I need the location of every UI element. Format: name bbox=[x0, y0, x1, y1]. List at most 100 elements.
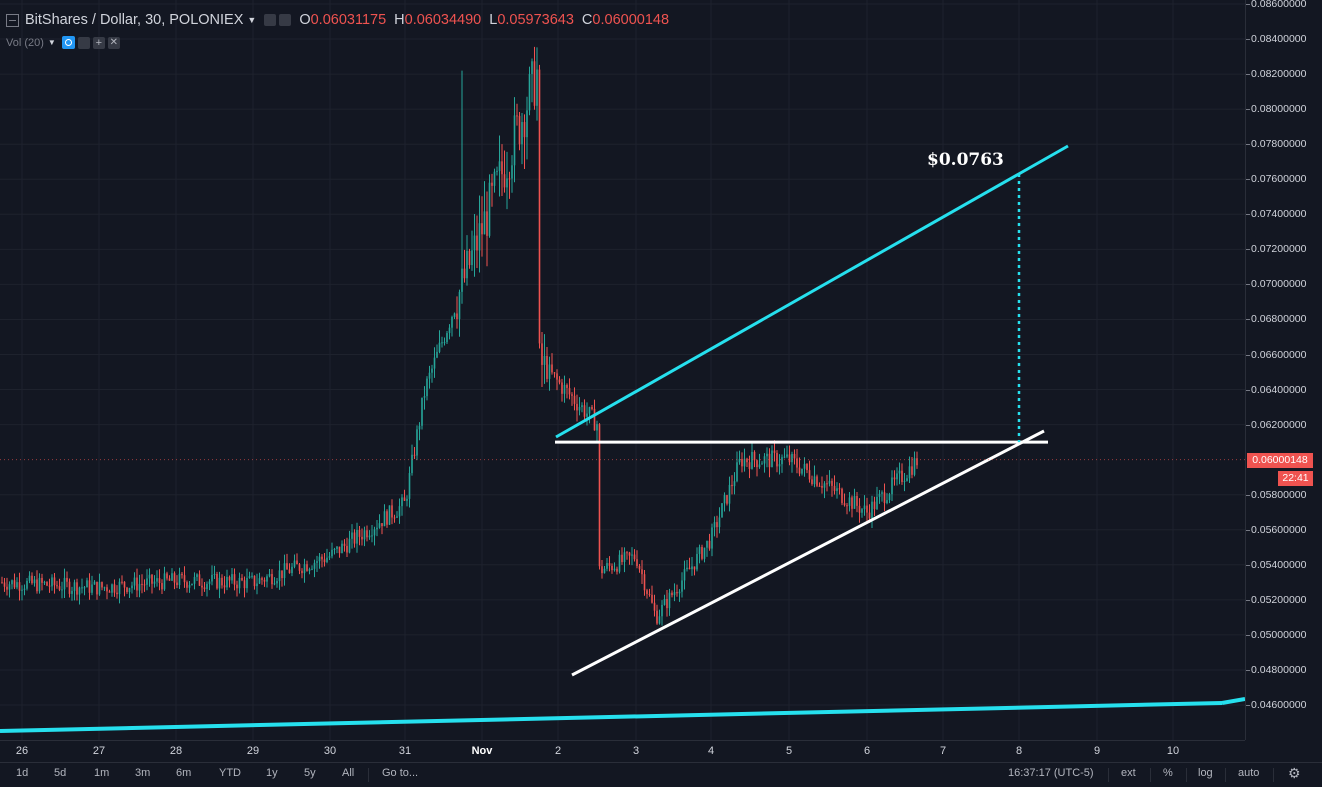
price-tick-label: 0.04600000 bbox=[1251, 699, 1307, 711]
candle-body bbox=[393, 517, 396, 519]
price-tick-mark bbox=[1246, 564, 1250, 566]
volume-label[interactable]: Vol (20) bbox=[6, 36, 44, 49]
candle-body bbox=[351, 532, 353, 539]
candle-body bbox=[851, 497, 853, 509]
candle-body bbox=[816, 476, 818, 486]
candle-body bbox=[436, 351, 438, 358]
candle-body bbox=[613, 568, 616, 571]
support-trendline bbox=[571, 429, 1045, 677]
candle-body bbox=[416, 429, 418, 456]
candle-body bbox=[466, 250, 468, 279]
eye-icon[interactable] bbox=[61, 36, 75, 49]
candle-body bbox=[238, 577, 241, 589]
candle-body bbox=[396, 516, 398, 518]
range-5y-button[interactable]: 5y bbox=[304, 767, 316, 779]
goto-date-button[interactable]: Go to... bbox=[382, 767, 419, 779]
clock-readout[interactable]: 16:37:17 (UTC-5) bbox=[1008, 767, 1094, 779]
candlestick-chart[interactable] bbox=[0, 0, 1245, 740]
symbol-title[interactable]: BitShares / Dollar, 30, POLONIEX bbox=[25, 12, 244, 28]
candle-body bbox=[136, 577, 138, 591]
auto-scale-toggle[interactable]: auto bbox=[1238, 767, 1260, 779]
chart-area[interactable] bbox=[0, 0, 1245, 740]
time-tick-label: 4 bbox=[707, 745, 715, 757]
candle-body bbox=[511, 165, 513, 179]
candle-body bbox=[753, 451, 756, 461]
candle-body bbox=[623, 552, 626, 563]
candle-body bbox=[301, 570, 303, 574]
candle-body bbox=[563, 384, 566, 394]
chevron-down-icon[interactable]: ▼ bbox=[247, 15, 257, 25]
candle-body bbox=[703, 547, 706, 559]
candle-body bbox=[36, 579, 38, 592]
close-icon[interactable]: ✕ bbox=[107, 36, 120, 49]
range-1y-button[interactable]: 1y bbox=[266, 767, 278, 779]
percent-scale-toggle[interactable]: % bbox=[1163, 767, 1173, 779]
price-tick-mark bbox=[1246, 39, 1250, 41]
candle-body bbox=[336, 546, 338, 549]
range-1m-button[interactable]: 1m bbox=[94, 767, 110, 779]
target-price-annotation[interactable]: $0.0763 bbox=[927, 150, 1004, 170]
range-6m-button[interactable]: 6m bbox=[176, 767, 192, 779]
candle-body bbox=[533, 61, 536, 106]
gear-icon[interactable] bbox=[77, 36, 90, 49]
candle-body bbox=[796, 458, 798, 468]
candle-body bbox=[836, 488, 838, 491]
candle-body bbox=[291, 566, 293, 574]
candle-body bbox=[666, 599, 668, 609]
candle-body bbox=[203, 587, 206, 590]
candle-body bbox=[141, 583, 143, 585]
candle-body bbox=[111, 584, 113, 593]
price-axis[interactable]: 0.08600000 0.08400000 0.08200000 0.08000000… bbox=[1245, 0, 1322, 740]
range-5d-button[interactable]: 5d bbox=[54, 767, 67, 779]
candle-body bbox=[63, 577, 66, 590]
candle-body bbox=[496, 170, 498, 172]
settings-gear-icon[interactable]: ⚙ bbox=[1288, 765, 1301, 781]
eye-icon[interactable] bbox=[264, 14, 277, 26]
price-tick-label: 0.08200000 bbox=[1251, 68, 1307, 81]
candle-body bbox=[163, 573, 166, 590]
candle-body bbox=[198, 574, 201, 586]
candle-body bbox=[491, 182, 493, 186]
divider bbox=[1186, 768, 1187, 782]
plus-icon[interactable]: + bbox=[92, 36, 105, 49]
candle-body bbox=[691, 566, 693, 570]
candle-body bbox=[181, 573, 183, 576]
candle-body bbox=[376, 527, 378, 530]
time-tick-label: 5 bbox=[785, 745, 793, 757]
candle-body bbox=[833, 485, 836, 491]
price-tick-mark bbox=[1246, 494, 1250, 496]
range-ytd-button[interactable]: YTD bbox=[219, 767, 241, 779]
current-price-label: 0.06000148 bbox=[1247, 453, 1313, 468]
candle-body bbox=[251, 575, 253, 577]
candle-body bbox=[783, 456, 786, 458]
candle-body bbox=[216, 573, 218, 589]
time-tick-label: Nov bbox=[471, 745, 493, 757]
volume-legend: Vol (20) ▼ + ✕ bbox=[6, 36, 120, 49]
range-all-button[interactable]: All bbox=[342, 767, 355, 779]
candle-body bbox=[601, 566, 603, 574]
time-axis[interactable]: 26 27 28 29 30 31 Nov 2 3 4 5 6 7 8 9 10 bbox=[0, 740, 1245, 763]
gear-icon[interactable] bbox=[279, 14, 292, 26]
candle-body bbox=[446, 333, 448, 343]
candle-body bbox=[648, 593, 651, 595]
candle-body bbox=[663, 599, 666, 605]
candle-body bbox=[856, 495, 858, 506]
candle-body bbox=[506, 178, 508, 188]
candle-body bbox=[391, 505, 393, 518]
candle-body bbox=[208, 581, 211, 584]
collapse-icon[interactable] bbox=[6, 13, 19, 27]
price-tick-mark bbox=[1246, 389, 1250, 391]
candle-body bbox=[108, 591, 111, 593]
candle-body bbox=[891, 477, 893, 495]
chevron-down-icon[interactable]: ▼ bbox=[47, 38, 56, 47]
candle-body bbox=[83, 587, 86, 589]
range-3m-button[interactable]: 3m bbox=[135, 767, 151, 779]
extended-hours-toggle[interactable]: ext bbox=[1121, 767, 1136, 779]
candle-body bbox=[718, 517, 721, 528]
candle-body bbox=[398, 506, 401, 517]
candle-body bbox=[651, 594, 653, 603]
log-scale-toggle[interactable]: log bbox=[1198, 767, 1213, 779]
range-1d-button[interactable]: 1d bbox=[16, 767, 29, 779]
candle-body bbox=[581, 405, 583, 407]
candle-body bbox=[166, 573, 168, 579]
